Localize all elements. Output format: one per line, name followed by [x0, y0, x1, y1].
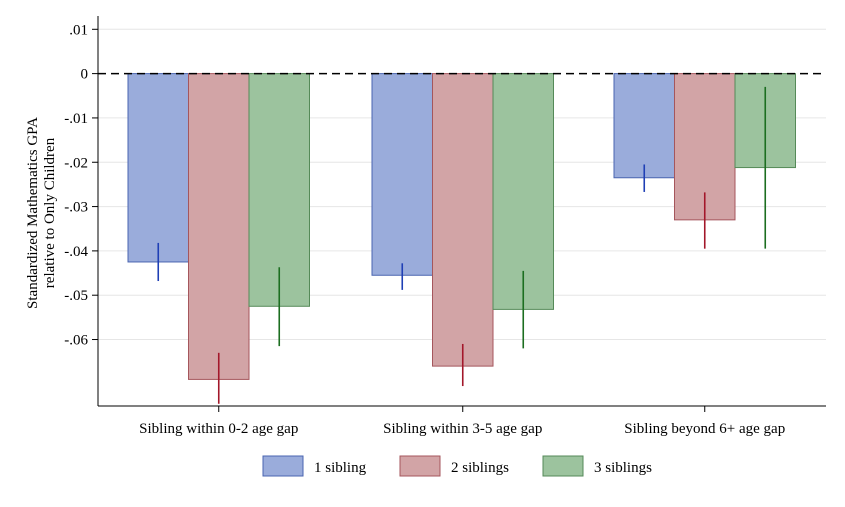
legend: 1 sibling 2 siblings 3 siblings: [262, 455, 652, 477]
legend-swatch: [399, 455, 441, 477]
legend-label: 3 siblings: [594, 460, 652, 476]
axes: .01 0 -.01 -.02 -.03 -.04 -.05 -.06 Sibling with…: [64, 16, 826, 437]
bar: [613, 73, 675, 179]
y-tick-label: -.04: [64, 244, 88, 260]
bars-layer: [127, 73, 796, 380]
y-axis-label: Standardized Mathematics GPA: [25, 117, 41, 309]
x-tick-label: Sibling beyond 6+ age gap: [624, 421, 785, 437]
legend-swatch: [262, 455, 304, 477]
y-tick-label: -.05: [64, 288, 88, 304]
bar: [127, 73, 189, 263]
error-bars-layer: [157, 86, 767, 404]
x-tick-label: Sibling within 3-5 age gap: [383, 421, 542, 437]
legend-label: 2 siblings: [451, 460, 509, 476]
bar: [371, 73, 433, 276]
bar: [188, 73, 250, 380]
y-tick-label: -.06: [64, 333, 88, 349]
x-tick-label: Sibling within 0-2 age gap: [139, 421, 298, 437]
y-tick-label: 0: [81, 67, 89, 83]
legend-label: 1 sibling: [314, 460, 367, 476]
bar: [432, 73, 494, 367]
y-tick-label: -.03: [64, 200, 88, 216]
y-tick-label: -.01: [64, 111, 88, 127]
y-axis-label-line2: relative to Only Children: [42, 137, 58, 288]
legend-swatch: [542, 455, 584, 477]
y-tick-label: -.02: [64, 155, 88, 171]
y-tick-label: .01: [69, 22, 88, 38]
bar: [492, 73, 554, 310]
